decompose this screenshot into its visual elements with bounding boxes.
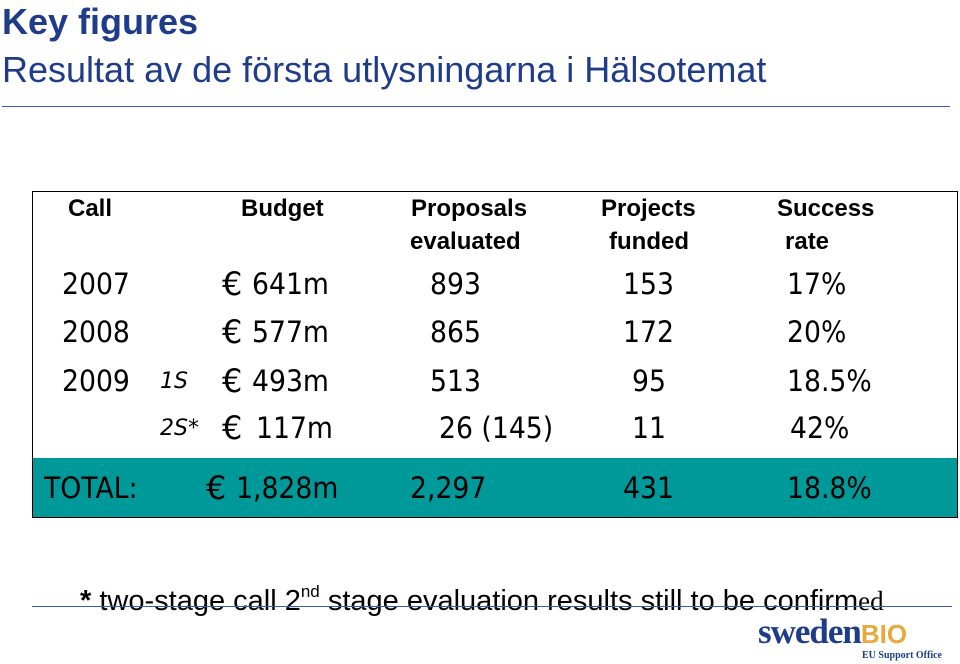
page-subtitle: Resultat av de första utlysningarna i Hä… — [2, 49, 767, 90]
row-budget: 641m — [252, 267, 329, 301]
euro-icon: € — [222, 313, 243, 351]
footnote-sup: nd — [300, 582, 320, 601]
title-divider — [2, 106, 950, 107]
total-projects: 431 — [623, 471, 674, 505]
euro-icon: € — [222, 409, 243, 447]
row-projects: 95 — [632, 364, 666, 398]
total-success: 18.8% — [787, 471, 872, 505]
logo-wordmark: swedenBIO — [758, 612, 907, 654]
row-call: 2009 — [62, 364, 130, 398]
header-proposals-line1: Proposals — [411, 195, 528, 222]
footnote-star: * — [80, 585, 92, 617]
row-success: 17% — [787, 267, 847, 301]
row-budget: 577m — [252, 315, 329, 349]
row-budget: 493m — [252, 364, 329, 398]
row-projects: 153 — [623, 267, 674, 301]
header-projects-line1: Projects — [601, 195, 696, 222]
row-projects: 11 — [632, 411, 666, 445]
euro-icon: € — [222, 265, 243, 303]
footnote-text-a: two-stage call 2 — [91, 585, 301, 617]
row-call: 2007 — [62, 267, 130, 301]
row-success: 20% — [787, 315, 847, 349]
total-row-background — [33, 458, 957, 517]
row-budget: 117m — [256, 411, 333, 445]
row-success: 42% — [790, 411, 850, 445]
total-proposals: 2,297 — [410, 471, 487, 505]
row-proposals: 893 — [430, 267, 481, 301]
header-proposals-line2: evaluated — [410, 228, 521, 255]
row-call: 2008 — [62, 315, 130, 349]
header-success-line2: rate — [785, 228, 830, 255]
row-stage: 2S* — [160, 416, 199, 441]
euro-icon: € — [222, 362, 243, 400]
footnote-text-c: ed — [858, 586, 884, 616]
euro-icon: € — [206, 469, 227, 507]
footnote-divider — [32, 606, 952, 607]
row-success: 18.5% — [787, 364, 872, 398]
row-projects: 172 — [623, 315, 674, 349]
key-figures-table — [32, 191, 958, 518]
header-success-line1: Success — [777, 195, 875, 222]
footnote-text-b: stage evaluation results still to be con… — [319, 585, 859, 617]
row-proposals: 865 — [430, 315, 481, 349]
footnote: * two-stage call 2nd stage evaluation re… — [80, 574, 884, 619]
total-budget: 1,828m — [236, 471, 339, 505]
header-call: Call — [68, 195, 113, 222]
header-projects-line2: funded — [609, 228, 689, 255]
logo-accent-text: BIO — [860, 619, 908, 649]
row-proposals: 513 — [430, 364, 481, 398]
logo-subtitle: EU Support Office — [862, 650, 942, 661]
swedenbio-logo: swedenBIO EU Support Office — [758, 612, 954, 662]
header-budget: Budget — [241, 195, 324, 222]
page-title: Key figures — [2, 1, 199, 42]
logo-main-text: sweden — [758, 612, 862, 651]
total-label: TOTAL: — [44, 471, 138, 505]
row-proposals: 26 (145) — [439, 411, 554, 445]
row-stage: 1S — [160, 369, 188, 394]
